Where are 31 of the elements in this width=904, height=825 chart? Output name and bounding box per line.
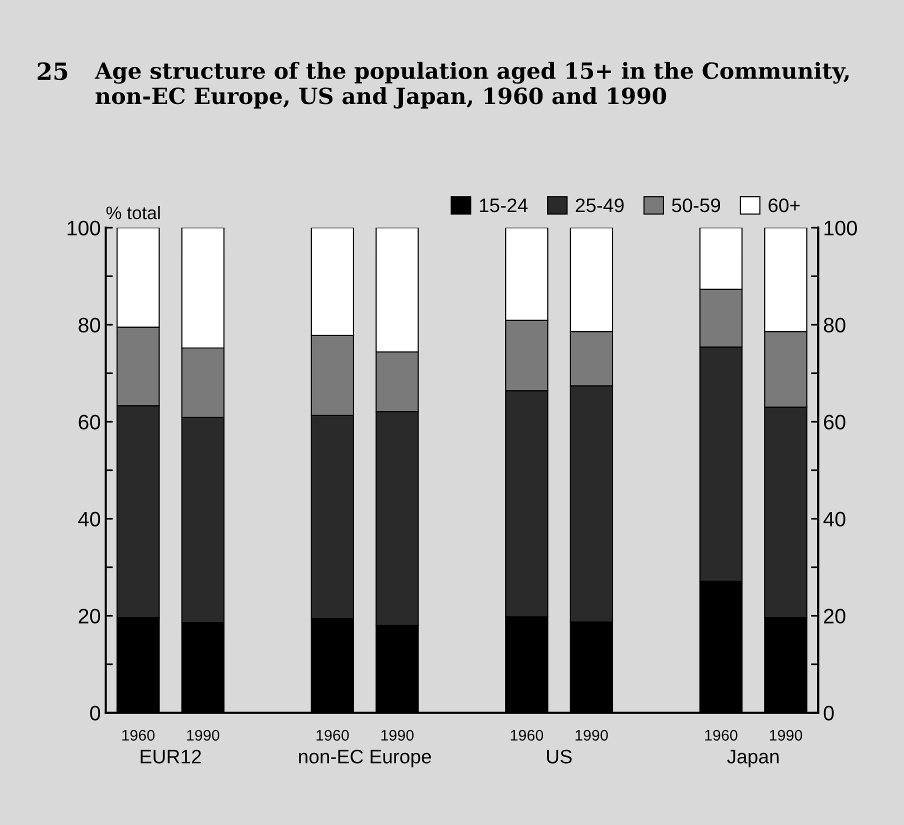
legend-label: 50-59 [672, 198, 720, 212]
text: 25 [38, 62, 68, 80]
y-tick-label: 0 [90, 706, 100, 721]
legend-label: 25-49 [576, 198, 624, 212]
text: EUR12 [140, 750, 201, 764]
x-tick-label: 1990 [187, 730, 220, 741]
chart-title: Age structure of the population aged 15+ in the Community, non-EC Europe, US and Japan, 1960 and 1990 [94, 62, 849, 109]
y-tick-label: 100 [68, 220, 100, 236]
text: non-EC Europe [299, 750, 431, 768]
text: Japan [727, 750, 779, 768]
x-tick-label: 1990 [576, 730, 608, 741]
y2-tick-label: 20 [824, 608, 846, 624]
y2-tick-label: 60 [824, 414, 846, 430]
y-tick-label: 80 [78, 318, 100, 332]
x-tick-label: 1990 [381, 730, 414, 741]
legend-label: 60+ [768, 198, 800, 212]
y-tick-label: 40 [78, 512, 100, 527]
text: US [547, 750, 572, 764]
legend-label: 15-24 [480, 198, 528, 212]
x-tick-label: 1960 [705, 730, 738, 741]
y-tick-label: 20 [78, 608, 100, 624]
x-tick-label: 1990 [770, 730, 802, 741]
y2-tick-label: 100 [824, 220, 857, 236]
y-axis-title: % total [106, 206, 160, 220]
x-tick-label: 1960 [122, 730, 155, 741]
y-tick-label: 60 [78, 414, 100, 430]
y2-tick-label: 0 [824, 706, 834, 721]
x-tick-label: 1960 [510, 730, 544, 741]
y2-tick-label: 40 [823, 512, 846, 527]
x-tick-label: 1960 [316, 730, 349, 741]
y2-tick-label: 80 [824, 318, 846, 332]
